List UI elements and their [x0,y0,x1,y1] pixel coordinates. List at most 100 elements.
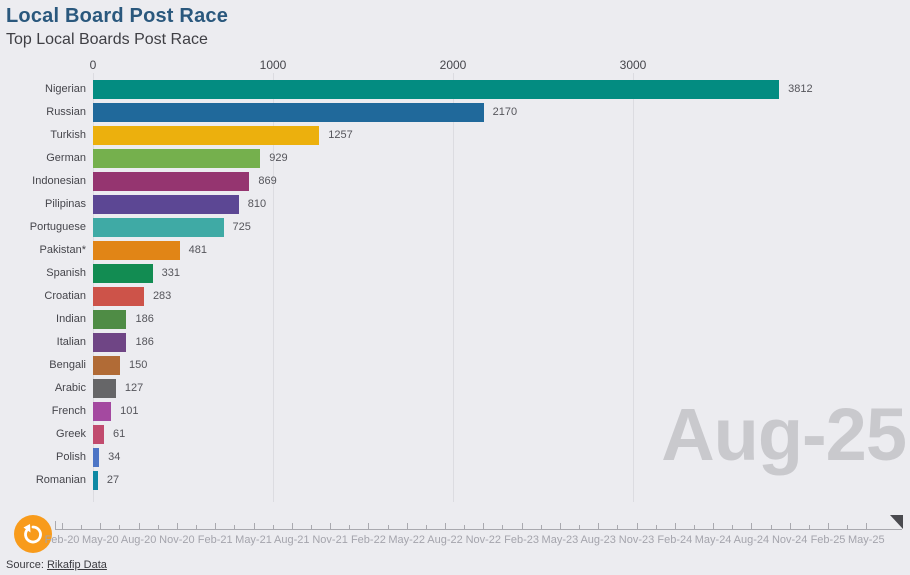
bar-indonesian[interactable] [93,172,250,191]
bar-pilipinas[interactable] [93,195,239,214]
bar-arabic[interactable] [93,379,116,398]
source-label: Source: [6,559,44,571]
timeline-minor-tick [119,525,121,529]
page-title: Local Board Post Race [6,5,229,27]
bar-label-bengali: Bengali [49,359,86,371]
source-link[interactable]: Rikafip Data [46,559,107,571]
timeline-major-tick [598,523,600,529]
bar-value-german: 929 [269,152,288,164]
timeline-major-tick [521,523,523,529]
timeline-label-feb-24: Feb-24 [657,534,693,546]
timeline-label-nov-23: Nov-23 [618,534,655,546]
timeline-label-feb-20: Feb-20 [44,534,80,546]
timeline-major-tick [751,523,753,529]
bar-label-turkish: Turkish [50,129,86,141]
bar-portuguese[interactable] [93,218,224,237]
gridline-1000 [273,73,274,502]
timeline-label-nov-21: Nov-21 [312,534,348,546]
replay-button[interactable] [14,515,52,553]
timeline-major-tick [253,523,255,529]
timeline-minor-tick [464,525,466,529]
timeline-minor-tick [540,525,542,529]
bar-bengali[interactable] [93,356,120,375]
bar-greek[interactable] [93,425,104,444]
bar-value-nigerian: 3812 [788,83,813,95]
timeline-minor-tick [579,525,581,529]
timeline-major-tick [368,523,370,529]
bar-value-spanish: 331 [161,267,180,279]
bar-label-indian: Indian [56,313,86,325]
x-axis-tick-label: 0 [89,58,97,72]
bar-indian[interactable] [93,310,127,329]
timeline-minor-tick [387,525,389,529]
bar-label-croatian: Croatian [44,290,86,302]
timeline-label-aug-24: Aug-24 [733,534,770,546]
bar-value-croatian: 283 [152,290,172,302]
timeline-minor-tick [808,525,810,529]
timeline-major-tick [138,523,140,529]
bar-romanian[interactable] [93,471,98,490]
bar-label-greek: Greek [56,428,86,440]
bar-french[interactable] [93,402,112,421]
timeline-minor-tick [693,525,695,529]
timeline-label-aug-21: Aug-21 [274,534,310,546]
bar-polish[interactable] [93,448,100,467]
bar-label-spanish: Spanish [46,267,86,279]
bar-value-arabic: 127 [124,382,144,394]
timeline-label-aug-22: Aug-22 [427,534,463,546]
timeline-major-tick [559,523,561,529]
bar-value-italian: 186 [135,336,154,348]
timeline-major-tick [406,523,408,529]
bar-german[interactable] [93,149,261,168]
bar-croatian[interactable] [93,287,144,306]
timeline-minor-tick [81,525,83,529]
timeline-major-tick [483,523,485,529]
bar-nigerian[interactable] [93,80,780,99]
timeline-major-tick [674,523,676,529]
timeline-label-may-20: May-20 [81,534,119,546]
timeline-label-feb-25: Feb-25 [810,534,846,546]
bar-value-pakistan: 481 [188,244,207,256]
timeline-minor-tick [157,525,159,529]
bar-value-bengali: 150 [129,359,148,371]
bar-value-polish: 34 [108,451,121,463]
bar-label-polish: Polish [56,451,86,463]
timeline-minor-tick [770,525,772,529]
bar-label-arabic: Arabic [54,382,86,394]
source-note: Source: Rikafip Data [6,559,107,571]
bar-label-german: German [46,152,86,164]
timeline-minor-tick [349,525,351,529]
bar-italian[interactable] [93,333,127,352]
timeline-label-feb-21: Feb-21 [197,534,233,546]
bar-label-romanian: Romanian [35,474,86,486]
bar-turkish[interactable] [93,126,320,145]
timeline-minor-tick [196,525,198,529]
timeline-label-aug-23: Aug-23 [580,534,616,546]
timeline-major-tick [291,523,293,529]
timeline-minor-tick [655,525,657,529]
bar-label-russian: Russian [46,106,86,118]
timeline-minor-tick [234,525,236,529]
bar-spanish[interactable] [93,264,153,283]
gridline-2000 [453,73,454,502]
bar-pakistan[interactable] [93,241,180,260]
timeline-major-tick [789,523,791,529]
timeline-label-aug-20: Aug-20 [120,534,157,546]
timeline-major-tick [445,523,446,529]
x-axis-tick-label: 1000 [259,58,287,72]
timeline-minor-tick [272,525,274,529]
bar-russian[interactable] [93,103,484,122]
bar-label-pakistan: Pakistan* [39,244,86,256]
timeline-track[interactable] [55,529,902,530]
bar-label-italian: Italian [56,336,86,348]
timeline-minor-tick [847,525,849,529]
bar-value-indonesian: 869 [258,175,277,187]
timeline-label-feb-23: Feb-23 [504,534,540,546]
timeline-major-tick [636,523,638,529]
timeline-major-tick [866,523,868,529]
timeline-label-feb-22: Feb-22 [350,534,386,546]
timeline-minor-tick [310,525,312,529]
timeline-major-tick [330,523,332,529]
timeline-major-tick [100,523,102,529]
